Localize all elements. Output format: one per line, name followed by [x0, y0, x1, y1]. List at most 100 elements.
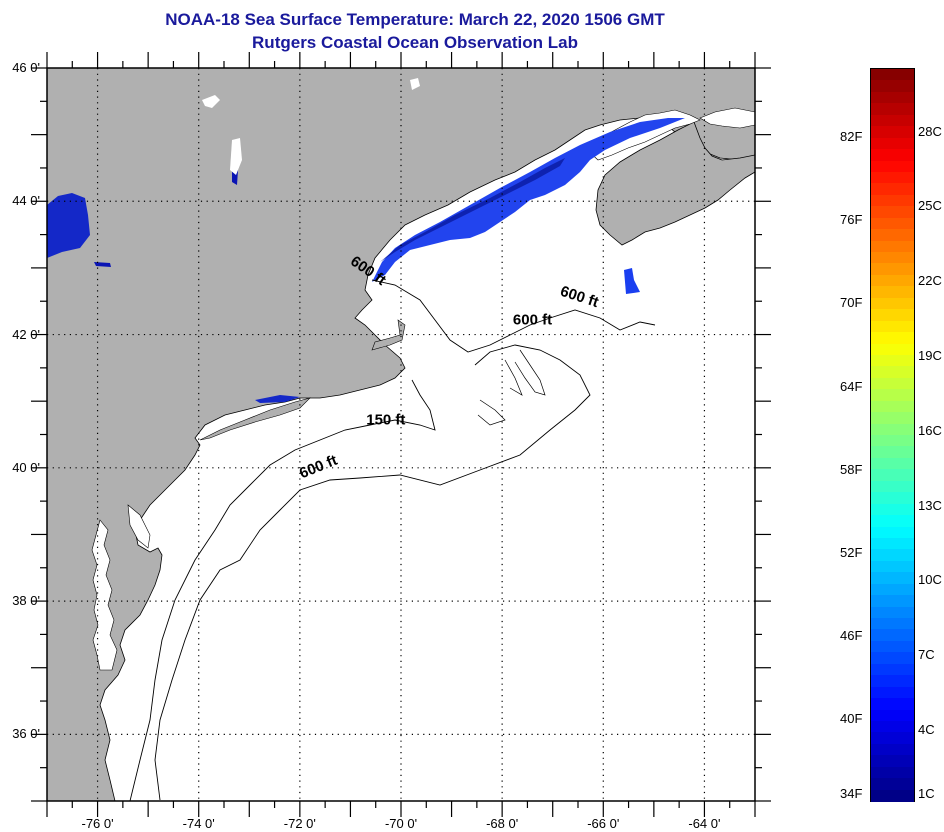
colorbar-band: [871, 274, 914, 287]
colorbar-band: [871, 572, 914, 585]
colorbar-band: [871, 755, 914, 768]
contour-150ft: [129, 379, 436, 801]
colorbar-band: [871, 560, 914, 573]
colorbar-c-label: 22C: [918, 273, 942, 289]
contour-label: 600 ft: [513, 312, 552, 329]
colorbar-band: [871, 435, 914, 448]
longitude-label: -66 0': [587, 816, 620, 831]
colorbar-band: [871, 160, 914, 173]
colorbar-f-label: 58F: [840, 461, 863, 477]
colorbar-band: [871, 595, 914, 608]
colorbar-f-label: 82F: [840, 129, 863, 145]
colorbar-band: [871, 297, 914, 310]
colorbar-band: [871, 698, 914, 711]
colorbar-band: [871, 526, 914, 539]
colorbar-band: [871, 400, 914, 413]
longitude-label: -70 0': [384, 816, 418, 831]
colorbar-band: [871, 91, 914, 104]
colorbar-f-label: 70F: [840, 295, 863, 311]
colorbar-band: [871, 457, 914, 470]
colorbar: [870, 68, 915, 802]
colorbar-band: [871, 114, 914, 127]
colorbar-band: [871, 354, 914, 367]
colorbar-band: [871, 103, 914, 116]
longitude-label: -76 0': [81, 816, 114, 831]
cape-cod: [371, 319, 406, 351]
colorbar-band: [871, 137, 914, 150]
sst-lake-ontario: [47, 193, 90, 258]
colorbar-band: [871, 366, 914, 379]
gridlines: [47, 68, 755, 801]
map-area: [47, 68, 755, 801]
colorbar-band: [871, 663, 914, 676]
colorbar-f-label: 52F: [840, 544, 863, 560]
colorbar-band: [871, 286, 914, 299]
colorbar-band: [871, 171, 914, 184]
colorbar-band: [871, 320, 914, 333]
colorbar-band: [871, 126, 914, 139]
colorbar-band: [871, 80, 914, 93]
colorbar-band: [871, 389, 914, 402]
colorbar-f-label: 40F: [840, 710, 863, 726]
contour-600ft-shelf: [154, 344, 591, 801]
map-title: NOAA-18 Sea Surface Temperature: March 2…: [165, 10, 665, 29]
sst-coastal-dark: [380, 158, 565, 262]
colorbar-band: [871, 640, 914, 653]
contour-600ft-gulf: [371, 279, 656, 353]
colorbar-band: [871, 778, 914, 791]
colorbar-f-label: 34F: [840, 786, 863, 801]
colorbar-f-label: 46F: [840, 627, 863, 643]
colorbar-band: [871, 709, 914, 722]
colorbar-c-label: 13C: [918, 497, 942, 513]
colorbar-band: [871, 480, 914, 493]
colorbar-band: [871, 686, 914, 699]
long-island: [199, 397, 312, 441]
colorbar-f-label: 76F: [840, 212, 863, 228]
longitude-label: -68 0': [486, 816, 519, 831]
colorbar-f-label: 64F: [840, 378, 863, 394]
latitude-label: 42 0': [12, 326, 40, 342]
colorbar-c-label: 16C: [918, 422, 942, 438]
colorbar-band: [871, 537, 914, 550]
colorbar-band: [871, 240, 914, 253]
colorbar-band: [871, 423, 914, 436]
colorbar-band: [871, 618, 914, 631]
colorbar-band: [871, 206, 914, 219]
colorbar-band: [871, 194, 914, 207]
land-nova-scotia: [595, 121, 755, 246]
latitude-label: 40 0': [12, 459, 40, 475]
latitude-label: 38 0': [12, 593, 40, 609]
latitude-label: 46 0': [12, 60, 40, 75]
georges-bank-detail: [477, 349, 546, 426]
colorbar-c-label: 19C: [918, 348, 942, 364]
colorbar-band: [871, 217, 914, 230]
colorbar-c-label: 28C: [918, 123, 942, 139]
colorbar-band: [871, 789, 914, 802]
colorbar-band: [871, 743, 914, 756]
sst-patch-east: [624, 268, 640, 294]
delaware-bay: [127, 504, 151, 549]
latitude-label: 36 0': [12, 726, 40, 742]
colorbar-band: [871, 469, 914, 482]
colorbar-band: [871, 675, 914, 688]
colorbar-band: [871, 549, 914, 562]
colorbar-band: [871, 652, 914, 665]
colorbar-c-label: 10C: [918, 572, 942, 588]
colorbar-band: [871, 183, 914, 196]
colorbar-c-label: 4C: [918, 721, 935, 737]
chesapeake-bay: [91, 519, 118, 671]
colorbar-c-label: 1C: [918, 786, 935, 801]
colorbar-band: [871, 229, 914, 242]
contour-label: 150 ft: [366, 412, 405, 429]
colorbar-c-label: 25C: [918, 198, 942, 214]
colorbar-band: [871, 492, 914, 505]
colorbar-band: [871, 732, 914, 745]
colorbar-band: [871, 69, 914, 82]
lake-white: [410, 78, 420, 90]
latitude-label: 44 0': [12, 193, 40, 209]
sst-long-island-sound: [255, 395, 300, 403]
lake-white: [230, 138, 242, 175]
sst-gulf-of-maine: [372, 118, 685, 282]
colorbar-band: [871, 583, 914, 596]
